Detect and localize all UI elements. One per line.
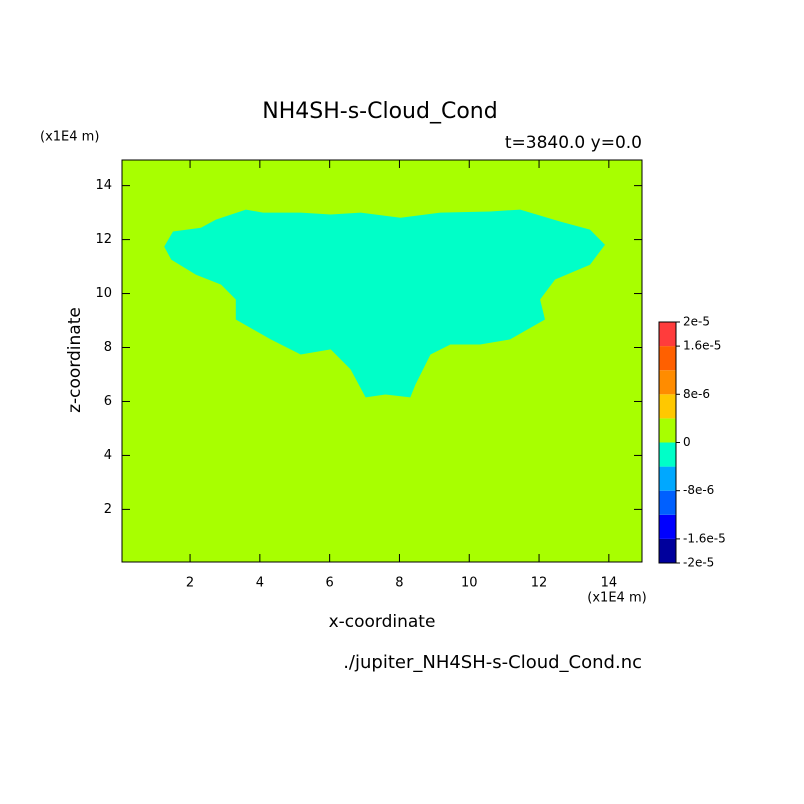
x-tick-label: 14 <box>601 576 618 591</box>
x-tick-label: 8 <box>395 576 403 591</box>
y-tick-label: 8 <box>104 340 112 355</box>
x-unit: (x1E4 m) <box>587 591 646 606</box>
colorbar-band <box>659 490 676 515</box>
footer: ./jupiter_NH4SH-s-Cloud_Cond.nc <box>343 652 642 673</box>
x-axis-label: x-coordinate <box>329 612 436 632</box>
x-tick-label: 10 <box>461 576 478 591</box>
colorbar-band <box>659 442 676 467</box>
colorbar-tick-label: 0 <box>683 435 691 449</box>
colorbar-tick-label: 2e-5 <box>683 315 710 329</box>
colorbar-tick-label: -2e-5 <box>683 556 714 570</box>
chart-title: NH4SH-s-Cloud_Cond <box>262 99 497 124</box>
colorbar-tick-label: 1.6e-5 <box>683 339 721 353</box>
x-tick-label: 2 <box>186 576 194 591</box>
colorbar-band <box>659 370 676 395</box>
x-tick-label: 6 <box>326 576 334 591</box>
subtitle: t=3840.0 y=0.0 <box>505 133 642 153</box>
colorbar-tick-label: 8e-6 <box>683 387 710 401</box>
colorbar-band <box>659 346 676 371</box>
y-tick-label: 10 <box>95 286 112 301</box>
x-tick-label: 4 <box>256 576 264 591</box>
contour-region <box>164 209 605 398</box>
y-tick-label: 4 <box>104 448 112 463</box>
y-axis-label: z-coordinate <box>65 307 85 413</box>
y-tick-label: 2 <box>104 502 112 517</box>
y-tick-label: 12 <box>95 232 112 247</box>
colorbar-band <box>659 514 676 539</box>
plot-frame <box>121 159 643 563</box>
colorbar-band <box>659 322 676 347</box>
y-tick-label: 14 <box>95 178 112 193</box>
y-tick-label: 6 <box>104 394 112 409</box>
x-tick-label: 12 <box>531 576 548 591</box>
colorbar-band <box>659 394 676 419</box>
colorbar-band <box>659 538 676 563</box>
colorbar-band <box>659 466 676 491</box>
colorbar-tick-label: -1.6e-5 <box>683 531 726 545</box>
colorbar-band <box>659 418 676 443</box>
y-unit: (x1E4 m) <box>40 130 99 145</box>
colorbar-tick-label: -8e-6 <box>683 483 714 497</box>
